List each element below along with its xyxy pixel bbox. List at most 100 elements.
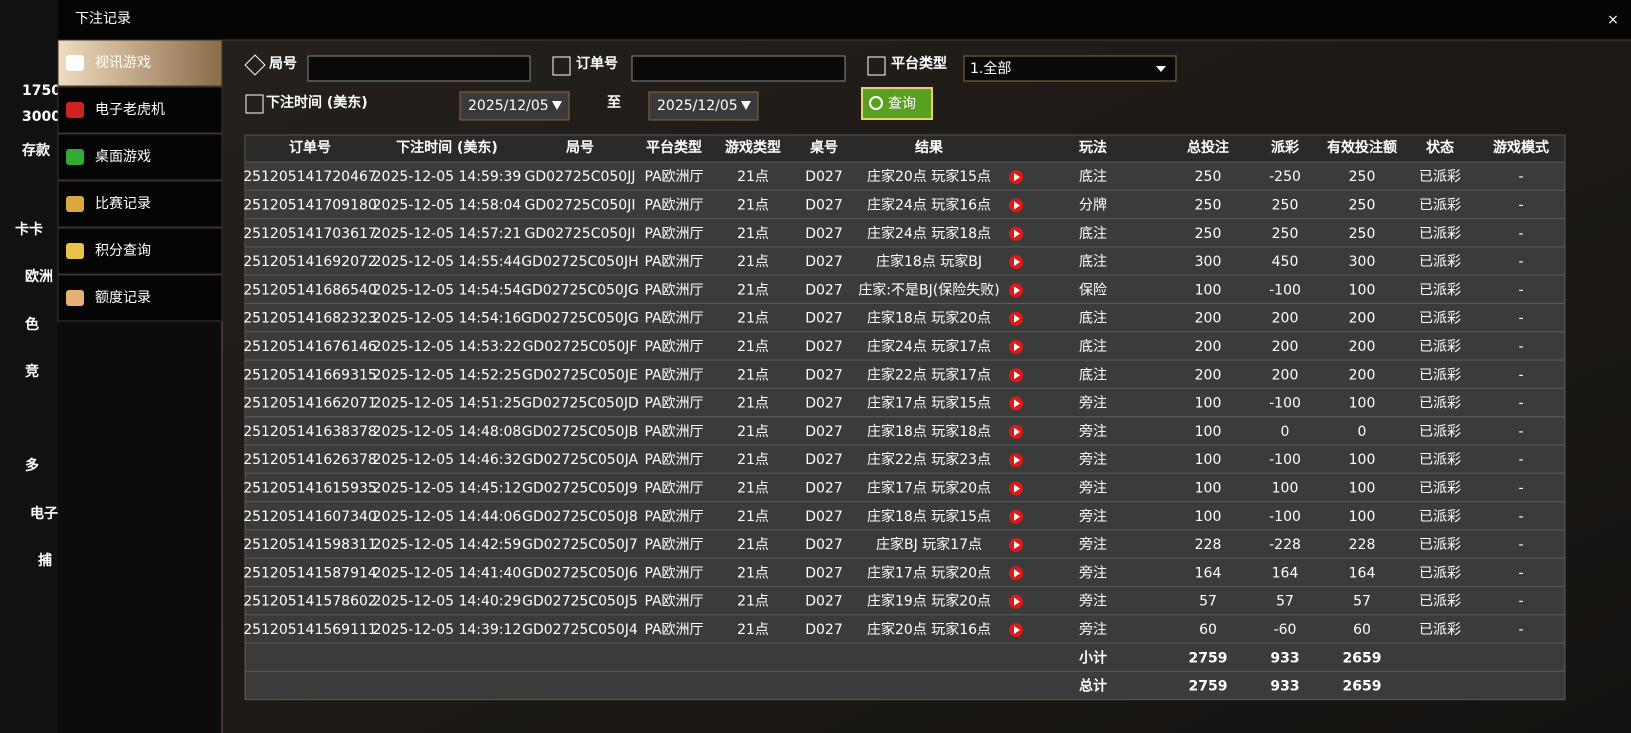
sidebar-label: 电子老虎机 (95, 102, 165, 118)
sidebar-label: 桌面游戏 (95, 149, 151, 165)
close-button[interactable]: × (1607, 12, 1619, 28)
cell: 已派彩 (1419, 622, 1461, 638)
cell: 21点 (737, 622, 769, 638)
cell: 已派彩 (1419, 367, 1461, 383)
sidebar-icon (66, 243, 84, 259)
cell: PA欧洲厅 (644, 537, 703, 553)
date-picker[interactable] (648, 91, 759, 121)
platform-select[interactable] (963, 55, 1177, 82)
cell: 100 (1195, 509, 1222, 525)
cell: 251205141692072 (243, 254, 377, 270)
play-icon (1014, 427, 1020, 436)
cell: 2025-12-05 14:52:25 (373, 367, 522, 383)
cell: 庄家22点 玩家17点 (867, 366, 991, 383)
sidebar-item[interactable] (57, 133, 223, 181)
cell: D027 (805, 226, 843, 242)
cell: 2025-12-05 14:39:12 (373, 622, 522, 638)
cell: 旁注 (1079, 423, 1107, 440)
cell: 底注 (1079, 339, 1107, 355)
cell: 251205141720467 (243, 169, 377, 185)
round-input[interactable] (307, 55, 531, 82)
cell: 21点 (737, 480, 769, 496)
cell: 2025-12-05 14:51:25 (373, 396, 522, 412)
column-header: 总投注 (1187, 139, 1229, 156)
cell: 2025-12-05 14:46:32 (373, 452, 522, 468)
date-picker[interactable] (459, 91, 570, 121)
sidebar-label: 视讯游戏 (95, 55, 151, 71)
play-icon (1014, 484, 1020, 493)
play-icon (1014, 286, 1020, 295)
cell: GD02725C050JB (522, 424, 638, 440)
cell: 庄家18点 玩家BJ (876, 253, 982, 270)
background-text: 3000 (22, 109, 61, 125)
cell: -60 (1274, 622, 1297, 638)
cell: 300 (1349, 254, 1376, 270)
table-row (244, 614, 1566, 644)
cell: 200 (1349, 367, 1376, 383)
summary-cell: 2759 (1189, 679, 1228, 695)
query-label: 查询 (888, 96, 916, 112)
sidebar-icon (66, 290, 84, 306)
cell: -100 (1269, 509, 1301, 525)
cell: 251205141569111 (243, 622, 377, 638)
sidebar-icon (66, 102, 84, 118)
cell: 庄家17点 玩家20点 (867, 564, 991, 581)
cell: 251205141638378 (243, 424, 377, 440)
column-header: 平台类型 (646, 139, 702, 156)
sidebar-item[interactable] (57, 180, 223, 228)
cell: 200 (1195, 367, 1222, 383)
summary-cell: 2659 (1343, 650, 1382, 666)
title-bar (58, 0, 1631, 40)
cell: 庄家18点 玩家18点 (867, 423, 991, 440)
cell: 已派彩 (1419, 537, 1461, 553)
cell: - (1518, 424, 1523, 440)
cell: 庄家24点 玩家17点 (867, 338, 991, 355)
cell: 200 (1272, 367, 1299, 383)
cell: PA欧洲厅 (644, 197, 703, 213)
cell: 底注 (1079, 169, 1107, 185)
cell: 21点 (737, 282, 769, 298)
background-text: 存款 (22, 142, 51, 159)
column-header: 局号 (566, 140, 594, 156)
cell: 21点 (737, 396, 769, 412)
cell: 21点 (737, 197, 769, 213)
query-button[interactable] (861, 87, 933, 120)
cell: 保险 (1079, 282, 1107, 298)
order-input[interactable] (631, 55, 846, 82)
cell: 已派彩 (1419, 226, 1461, 242)
cell: 251205141587914 (243, 565, 377, 581)
cell: PA欧洲厅 (644, 480, 703, 496)
cell: 21点 (737, 339, 769, 355)
background-text: 多 (25, 457, 39, 474)
cell: 21点 (737, 254, 769, 270)
cell: 200 (1349, 311, 1376, 327)
cell: 21点 (737, 594, 769, 610)
cell: D027 (805, 311, 843, 327)
cell: 251205141686540 (243, 282, 377, 298)
summary-cell: 总计 (1079, 678, 1107, 695)
cell: 251205141662071 (243, 396, 377, 412)
play-icon (1014, 456, 1020, 465)
cell: 庄家18点 玩家15点 (867, 508, 991, 525)
table-row (244, 189, 1566, 220)
cell: 60 (1353, 622, 1371, 638)
cell: 庄家19点 玩家20点 (867, 593, 991, 610)
sidebar-item[interactable] (57, 227, 223, 275)
play-icon (1014, 597, 1020, 606)
cell: PA欧洲厅 (644, 396, 703, 412)
sidebar-item[interactable] (57, 39, 223, 87)
sidebar-item[interactable] (57, 86, 223, 134)
cell: 2025-12-05 14:41:40 (373, 565, 522, 581)
sidebar-item[interactable] (57, 274, 223, 322)
cell: 251205141669315 (243, 367, 377, 383)
cell: - (1518, 509, 1523, 525)
cell: PA欧洲厅 (644, 226, 703, 242)
cell: - (1518, 197, 1523, 213)
filter-label: 平台类型 (891, 55, 947, 72)
search-icon (869, 96, 883, 110)
background-text: 色 (25, 316, 39, 333)
cell: PA欧洲厅 (644, 424, 703, 440)
play-icon (1014, 314, 1020, 323)
cell: 0 (1358, 424, 1367, 440)
